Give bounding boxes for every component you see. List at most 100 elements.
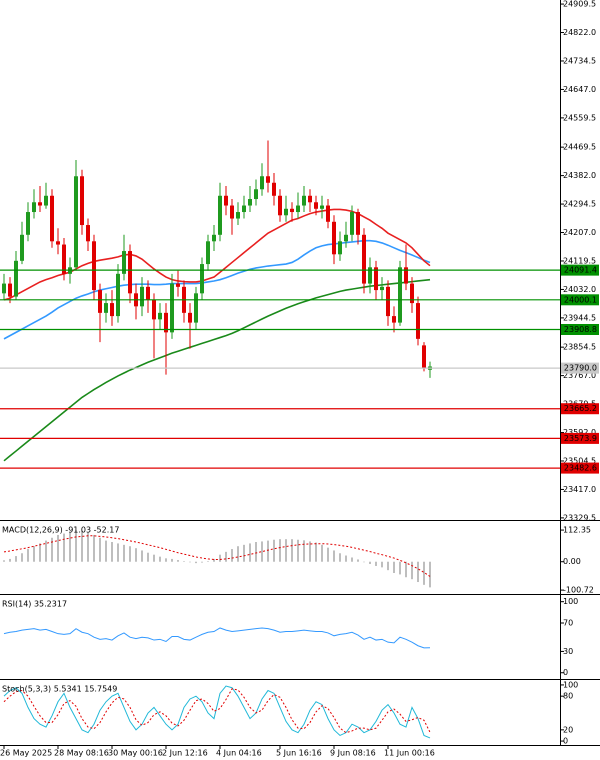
histogram-bar (63, 533, 65, 562)
histogram-bar (273, 539, 275, 562)
candle-body (98, 290, 102, 313)
candle-body (86, 225, 90, 242)
y-tick-label: 23944.5 (563, 313, 596, 322)
y-tick-label: 30 (563, 647, 573, 656)
candle-body (110, 303, 114, 317)
histogram-bar (339, 553, 341, 562)
candle-body (260, 176, 264, 190)
y-tick-label: 24469.5 (563, 143, 596, 152)
y-tick-label: 24032.0 (563, 285, 596, 294)
candle-body (230, 205, 234, 219)
x-tick-label: 2 Jun 12:16 (162, 749, 208, 758)
candle-body (62, 244, 66, 274)
y-tick-label: -100.72 (563, 586, 594, 595)
candle-body (38, 202, 42, 206)
candle-body (410, 283, 414, 304)
indicator-title: MACD(12,26,9) -91.03 -52.17 (2, 526, 119, 535)
histogram-bar (189, 561, 191, 563)
y-tick-label: 23417.0 (563, 485, 596, 494)
candle-body (422, 345, 426, 369)
y-tick-label: 24119.5 (563, 256, 596, 265)
indicator-line (3, 627, 431, 649)
histogram-bar (93, 534, 95, 562)
indicator-line (3, 688, 431, 734)
level-label-box (561, 462, 599, 474)
histogram-bar (207, 561, 209, 562)
y-tick-label: 24822.0 (563, 28, 596, 37)
histogram-bar (69, 532, 71, 562)
histogram-bar (15, 556, 17, 562)
x-tick-label: 30 May 00:16 (108, 749, 163, 758)
y-tick-label: 23504.5 (563, 456, 596, 465)
histogram-bar (303, 540, 305, 562)
y-tick-label: 24909.5 (563, 0, 596, 9)
histogram-bar (405, 561, 407, 578)
level-label: 23573.9 (564, 434, 597, 443)
x-tick-label: 4 Jun 04:16 (216, 749, 262, 758)
level-label: 24000.1 (564, 295, 597, 304)
histogram-bar (243, 544, 245, 562)
histogram-bar (417, 561, 419, 583)
x-tick-label: 5 Jun 16:16 (276, 749, 322, 758)
histogram-bar (117, 543, 119, 562)
y-tick-label: 24382.0 (563, 171, 596, 180)
histogram-bar (9, 558, 11, 562)
candle-body (170, 283, 174, 333)
candle-body (356, 212, 360, 235)
y-tick-label: 70 (563, 619, 573, 628)
level-label: 24091.4 (564, 266, 597, 275)
histogram-bar (225, 551, 227, 562)
level-label-box (561, 432, 599, 444)
histogram-bar (183, 561, 185, 562)
candle-body (308, 195, 312, 203)
y-tick-label: 0 (563, 737, 568, 746)
candle-body (2, 283, 6, 294)
candle-body (128, 251, 132, 294)
candle-body (368, 267, 372, 284)
x-tick-label: 9 Jun 08:16 (330, 749, 376, 758)
histogram-bar (219, 554, 221, 562)
histogram-bar (141, 550, 143, 562)
histogram-bar (195, 561, 197, 564)
histogram-bar (27, 549, 29, 562)
histogram-bar (147, 552, 149, 562)
histogram-bar (129, 546, 131, 562)
histogram-bar (267, 540, 269, 562)
histogram-bar (411, 561, 413, 580)
histogram-bar (135, 548, 137, 562)
candle-body (80, 176, 84, 226)
y-tick-label: 24207.0 (563, 228, 596, 237)
histogram-bar (261, 541, 263, 562)
candle-body (338, 241, 342, 255)
y-tick-label: 23329.5 (563, 513, 596, 522)
y-tick-label: 24294.5 (563, 200, 596, 209)
histogram-bar (99, 537, 101, 562)
histogram-bar (3, 560, 5, 562)
histogram-bar (255, 542, 257, 562)
x-tick-label: 11 Jun 00:16 (384, 749, 435, 758)
histogram-bar (375, 561, 377, 566)
candle-body (206, 241, 210, 265)
level-label-box (561, 362, 599, 374)
candle-body (122, 251, 126, 274)
candle-body (278, 195, 282, 216)
candle-body (350, 212, 354, 235)
histogram-bar (201, 561, 203, 563)
histogram-bar (321, 544, 323, 562)
candle-body (236, 212, 240, 219)
histogram-bar (81, 530, 83, 562)
y-tick-label: 20 (563, 725, 573, 734)
histogram-bar (111, 542, 113, 562)
histogram-bar (369, 561, 371, 564)
y-tick-label: 80 (563, 692, 573, 701)
histogram-bar (387, 561, 389, 571)
y-tick-label: 100 (563, 680, 578, 689)
candle-body (188, 312, 192, 323)
histogram-bar (345, 555, 347, 562)
histogram-bar (51, 537, 53, 562)
histogram-bar (123, 544, 125, 562)
candle-body (146, 286, 150, 300)
